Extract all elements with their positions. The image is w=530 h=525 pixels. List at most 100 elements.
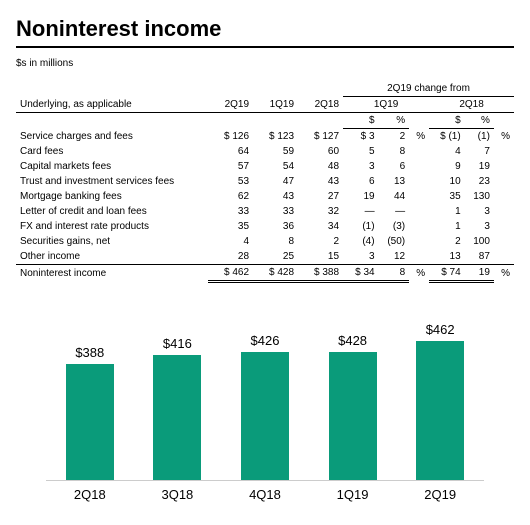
pct-suffix: %	[409, 129, 429, 145]
bar-chart: $388 $416 $426 $428 $462	[46, 311, 484, 481]
row-label: FX and interest rate products	[16, 219, 208, 234]
cell: 8	[379, 265, 410, 282]
cell: 28	[208, 249, 253, 265]
change-header: 2Q19 change from	[343, 81, 514, 97]
cell: $ 388	[298, 265, 343, 282]
bar-value-label: $462	[426, 322, 455, 337]
cell: 53	[208, 174, 253, 189]
cell: —	[343, 204, 379, 219]
cell: 33	[208, 204, 253, 219]
bar-group: $462	[410, 322, 470, 480]
cell: $ (1)	[429, 129, 465, 145]
cell: 19	[343, 189, 379, 204]
cell: 62	[208, 189, 253, 204]
col-2q18: 2Q18	[298, 97, 343, 113]
cell: 27	[298, 189, 343, 204]
pct-suffix	[494, 204, 514, 219]
cell: 2	[429, 234, 465, 249]
col-1q19: 1Q19	[253, 97, 298, 113]
pct-suffix	[409, 174, 429, 189]
cell: 43	[253, 189, 298, 204]
pct-suffix	[409, 204, 429, 219]
cell: 15	[298, 249, 343, 265]
col-2q19: 2Q19	[208, 97, 253, 113]
title-underline	[16, 46, 514, 48]
xaxis-label: 2Q19	[410, 487, 470, 502]
cell: 19	[465, 265, 494, 282]
sub-pct-1: %	[379, 113, 410, 129]
table-row: Capital markets fees57544836919	[16, 159, 514, 174]
cell: 1	[429, 204, 465, 219]
cell: 33	[253, 204, 298, 219]
cell: 48	[298, 159, 343, 174]
total-row: Noninterest income$ 462$ 428$ 388$ 348%$…	[16, 265, 514, 282]
cell: 35	[429, 189, 465, 204]
table-row: Securities gains, net482(4)(50)2100	[16, 234, 514, 249]
bar	[329, 352, 377, 480]
bar	[241, 352, 289, 480]
cell: 10	[429, 174, 465, 189]
cell: 19	[465, 159, 494, 174]
pct-suffix	[409, 249, 429, 265]
cell: 35	[208, 219, 253, 234]
cell: 3	[465, 204, 494, 219]
pct-suffix: %	[494, 129, 514, 145]
cell: 47	[253, 174, 298, 189]
cell: 4	[429, 144, 465, 159]
chart-xaxis: 2Q183Q184Q181Q192Q19	[46, 487, 484, 502]
bar-value-label: $416	[163, 336, 192, 351]
pct-suffix	[494, 189, 514, 204]
bar-group: $426	[235, 333, 295, 480]
cell: 6	[343, 174, 379, 189]
cell: 1	[429, 219, 465, 234]
row-label: Securities gains, net	[16, 234, 208, 249]
cell: 8	[253, 234, 298, 249]
row-label: Letter of credit and loan fees	[16, 204, 208, 219]
row-label: Service charges and fees	[16, 129, 208, 145]
table-row: Service charges and fees$ 126$ 123$ 127$…	[16, 129, 514, 145]
cell: 44	[379, 189, 410, 204]
cell: 43	[298, 174, 343, 189]
row-label: Mortgage banking fees	[16, 189, 208, 204]
xaxis-label: 3Q18	[147, 487, 207, 502]
cell: 23	[465, 174, 494, 189]
cell: 8	[379, 144, 410, 159]
bar-value-label: $428	[338, 333, 367, 348]
bar	[153, 355, 201, 480]
cell: 25	[253, 249, 298, 265]
cell: $ 127	[298, 129, 343, 145]
pct-suffix	[409, 189, 429, 204]
cell: 3	[465, 219, 494, 234]
cell: 60	[298, 144, 343, 159]
cell: (1)	[465, 129, 494, 145]
row-label: Noninterest income	[16, 265, 208, 282]
bar-value-label: $388	[75, 345, 104, 360]
xaxis-label: 4Q18	[235, 487, 295, 502]
table-row: Card fees6459605847	[16, 144, 514, 159]
cell: $ 34	[343, 265, 379, 282]
cell: 13	[379, 174, 410, 189]
cell: 9	[429, 159, 465, 174]
cell: $ 462	[208, 265, 253, 282]
table-row: Letter of credit and loan fees333332——13	[16, 204, 514, 219]
cell: 32	[298, 204, 343, 219]
cell: —	[379, 204, 410, 219]
cell: (4)	[343, 234, 379, 249]
page-title: Noninterest income	[16, 16, 514, 42]
pct-suffix	[494, 219, 514, 234]
cell: 12	[379, 249, 410, 265]
table-row: Trust and investment services fees534743…	[16, 174, 514, 189]
cell: 57	[208, 159, 253, 174]
cell: $ 123	[253, 129, 298, 145]
cell: 100	[465, 234, 494, 249]
cell: 7	[465, 144, 494, 159]
cell: 6	[379, 159, 410, 174]
cell: 13	[429, 249, 465, 265]
cell: 5	[343, 144, 379, 159]
chart-container: $388$416$426$428$462 2Q183Q184Q181Q192Q1…	[16, 311, 514, 502]
cell: $ 3	[343, 129, 379, 145]
bar-group: $416	[147, 336, 207, 480]
cell: 64	[208, 144, 253, 159]
cell: 3	[343, 159, 379, 174]
cell: (50)	[379, 234, 410, 249]
